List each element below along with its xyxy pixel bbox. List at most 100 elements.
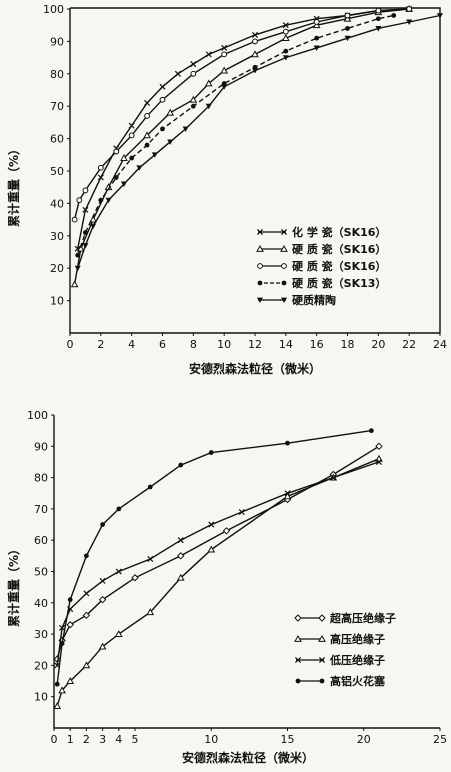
y-tick-label: 100 xyxy=(27,409,48,422)
data-point-series-2 xyxy=(284,490,291,497)
chart-particle-size-insulators: 累计重量（%） 安德烈森法粒径（微米） 10203040506070809010… xyxy=(6,409,447,765)
y-tick-label: 30 xyxy=(34,628,48,641)
data-point-series-4 xyxy=(252,68,258,74)
y-tick-label: 10 xyxy=(50,295,64,308)
data-point-series-2 xyxy=(208,521,215,528)
data-point-series-2 xyxy=(375,458,383,465)
data-point-series-3 xyxy=(144,142,150,148)
data-point-series-2 xyxy=(83,590,90,597)
legend-label: 化 学 瓷（SK16） xyxy=(292,225,386,239)
legend-marker xyxy=(256,228,264,236)
data-point-series-1 xyxy=(251,50,259,58)
legend-marker xyxy=(281,297,287,303)
data-point-series-3 xyxy=(83,230,88,235)
data-point-series-1 xyxy=(204,79,213,87)
y-tick-label: 90 xyxy=(34,440,48,453)
data-point-series-3 xyxy=(67,597,73,603)
data-point-series-3 xyxy=(98,197,104,203)
data-point-series-0 xyxy=(82,206,89,213)
data-point-series-1 xyxy=(120,154,128,161)
data-point-series-2 xyxy=(252,38,258,45)
data-point-series-2 xyxy=(115,568,122,575)
data-point-series-1 xyxy=(58,686,66,694)
plot-border xyxy=(70,7,441,333)
y-tick-label: 60 xyxy=(50,133,64,146)
data-point-series-3 xyxy=(75,252,81,258)
data-point-series-2 xyxy=(159,96,166,103)
data-point-series-4 xyxy=(205,103,212,110)
legend-label: 硬 质 瓷（SK13） xyxy=(292,276,386,290)
data-point-series-1 xyxy=(98,642,107,650)
data-point-series-3 xyxy=(190,103,196,109)
y-axis-title-text: 累计重量（%） xyxy=(6,543,21,627)
data-point-series-0 xyxy=(131,574,139,582)
data-point-series-1 xyxy=(114,630,123,637)
series-group xyxy=(53,428,383,709)
y-tick-label: 100 xyxy=(43,3,64,16)
x-tick-label: 22 xyxy=(402,338,416,351)
legend-marker xyxy=(318,634,326,642)
data-point-series-3 xyxy=(178,462,184,468)
series-line-4 xyxy=(77,14,441,269)
y-axis-title: 累计重量（%） xyxy=(6,543,21,627)
data-point-series-1 xyxy=(143,131,151,139)
x-tick-label: 6 xyxy=(159,338,166,351)
y-tick-label: 50 xyxy=(34,566,48,579)
data-point-series-4 xyxy=(344,35,351,42)
legend-marker xyxy=(318,614,326,622)
y-axis-title-text: 累计重量（%） xyxy=(6,143,21,227)
data-point-series-3 xyxy=(368,428,374,434)
data-point-series-1 xyxy=(166,108,175,116)
legend-marker xyxy=(280,228,288,236)
data-point-series-0 xyxy=(222,527,231,535)
data-point-series-4 xyxy=(375,26,382,32)
series-line-1 xyxy=(56,458,380,707)
data-point-series-4 xyxy=(437,13,443,19)
x-tick-label: 10 xyxy=(204,733,218,746)
legend-marker xyxy=(294,656,302,664)
data-point-series-3 xyxy=(84,553,89,559)
data-point-series-3 xyxy=(283,48,289,54)
data-point-series-2 xyxy=(144,113,150,119)
data-point-series-2 xyxy=(190,70,197,77)
data-point-series-0 xyxy=(128,122,135,129)
legend-marker xyxy=(256,244,264,252)
data-point-series-1 xyxy=(66,677,75,684)
data-point-series-3 xyxy=(314,35,320,41)
data-point-series-0 xyxy=(205,51,212,58)
data-point-series-1 xyxy=(220,66,229,74)
data-point-series-4 xyxy=(82,243,89,249)
y-tick-label: 80 xyxy=(50,68,64,81)
data-point-series-4 xyxy=(313,45,320,51)
data-point-series-1 xyxy=(281,34,290,42)
x-tick-label: 8 xyxy=(190,338,197,351)
data-point-series-4 xyxy=(182,126,189,132)
legend-marker xyxy=(281,280,287,286)
series-group xyxy=(70,4,443,288)
data-point-series-4 xyxy=(105,197,112,204)
data-point-series-2 xyxy=(221,51,228,58)
data-point-series-1 xyxy=(312,21,321,29)
series-line-1 xyxy=(73,8,410,285)
legend-label: 硬质精陶 xyxy=(292,293,336,307)
x-tick-label: 10 xyxy=(217,338,231,351)
data-point-series-0 xyxy=(159,83,166,90)
x-tick-label: 0 xyxy=(51,733,58,746)
data-point-series-1 xyxy=(146,608,155,616)
data-point-series-0 xyxy=(98,595,107,604)
data-point-series-2 xyxy=(375,7,382,14)
data-point-series-1 xyxy=(176,573,185,581)
x-tick-label: 20 xyxy=(357,733,371,746)
data-point-series-4 xyxy=(136,165,143,171)
x-tick-label: 3 xyxy=(99,733,106,746)
data-point-series-1 xyxy=(76,244,85,252)
series-line-2 xyxy=(73,8,410,220)
x-tick-label: 15 xyxy=(281,733,295,746)
legend-marker xyxy=(294,634,302,642)
data-point-series-1 xyxy=(53,702,62,709)
x-tick-label: 25 xyxy=(433,733,447,746)
x-tick-label: 16 xyxy=(310,338,324,351)
data-point-series-4 xyxy=(74,265,81,272)
